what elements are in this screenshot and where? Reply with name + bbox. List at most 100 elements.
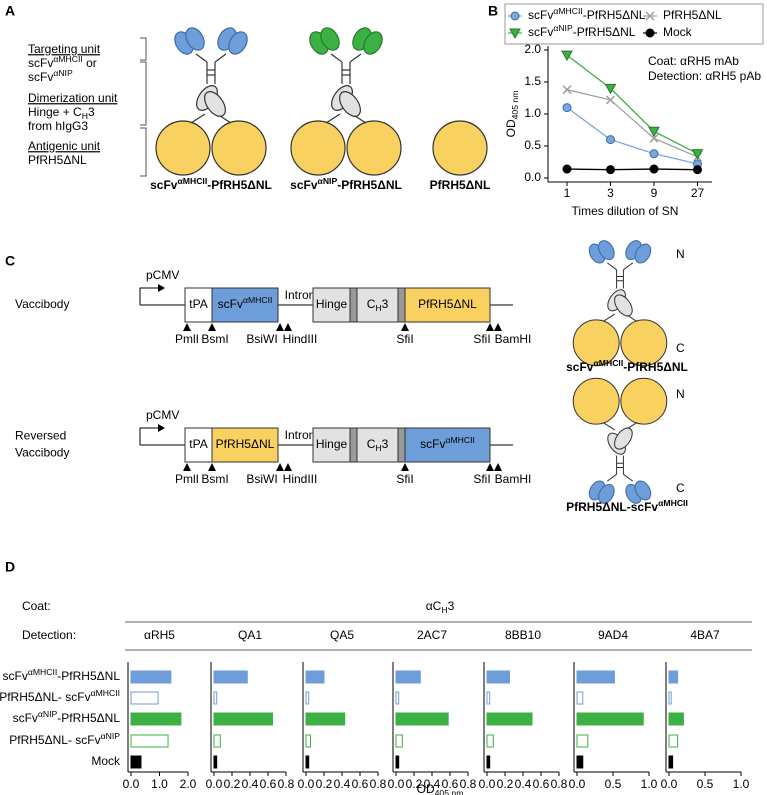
text-part: scFv [566,360,594,374]
bar [305,670,325,684]
x-tick-label: 0.4 [242,777,259,791]
bar [305,691,310,705]
antigenic-unit [572,319,620,367]
site-label: SfiI [396,332,413,346]
text-part: αNIP [553,23,573,33]
bar [130,755,142,769]
segment [356,287,399,323]
x-tick-label: 1.0 [641,777,658,791]
unit-text: scFvαNIP [28,68,73,84]
y-tick-label: 2.0 [524,42,541,56]
y-axis-label: OD405 nm [504,91,520,138]
line [602,313,616,322]
marker [561,50,573,62]
antigenic-unit [432,120,488,176]
x-tick-label: 0.8 [551,777,568,791]
text-part: 3 [448,599,455,613]
text-part: or [83,56,97,70]
panel-label: B [488,3,498,19]
detection: 9AD4 [598,628,628,642]
text-part: -PfRH5ΔNL [623,360,688,374]
x-tick-label: 0.6 [352,777,369,791]
spacer [397,427,406,463]
antigenic-unit [346,120,402,176]
text-part: -PfRH5ΔNL [57,669,120,683]
text-part: αMHCII [177,176,207,186]
site-marker [486,463,494,471]
marker [606,135,615,145]
site-marker [401,463,409,471]
text-part: OD [417,782,435,795]
segment [184,427,213,463]
site-marker [486,323,494,331]
x-tick-label: 0.6 [533,777,550,791]
hinge-domain [614,427,633,450]
bar [305,755,310,769]
line [606,473,617,482]
detection: 2AC7 [417,628,447,642]
targeting-unit [185,27,205,51]
bar [305,712,346,726]
spacer [349,287,358,323]
unit-text: PfRH5ΔNL [28,153,87,167]
x-tick-label: 0.2 [497,777,514,791]
text-part: Intron [285,288,316,302]
segment-label: CH3 [367,297,389,313]
site-label: BsiWI [246,332,277,346]
molecule [155,27,267,176]
promoter-arrow [139,427,158,445]
text-part: αMHCII [53,54,82,64]
text-part: H [375,443,381,453]
x-tick-label: 0.6 [442,777,459,791]
x-tick-label: 0.0 [479,777,496,791]
detection-label: Detection: [22,628,76,642]
text-part: -PfRH5ΔNL [337,178,402,192]
terminus: N [676,247,685,261]
marker [562,85,572,95]
bar [213,712,273,726]
text-part: Intron [285,428,316,442]
category-label: scFvαMHCII-PfRH5ΔNL [3,667,121,683]
series-line [566,89,698,158]
product-label: PfRH5ΔNL-scFvαMHCII [566,498,688,514]
text-part: Hinge [316,297,348,311]
bar [486,712,533,726]
bar [213,670,248,684]
site-marker [208,463,216,471]
text-part: PfRH5ΔNL [418,297,477,311]
text-part: PfRH5ΔNL- scFv [0,690,91,704]
site-marker [284,323,292,331]
marker [649,164,659,174]
y-tick-label: 1.0 [524,106,541,120]
text-part: from hIgG3 [28,119,88,133]
bar [486,734,494,748]
category-label: PfRH5ΔNL- scFvαNIP [9,731,120,747]
text-part: H [375,303,381,313]
category-label: Mock [91,754,121,768]
segment-label: Hinge [316,437,348,451]
site-marker [208,323,216,331]
promoter-arrow [139,287,158,305]
bar [130,691,159,705]
promoter: pCMV [146,268,179,282]
construct-name: Reversed [15,429,66,443]
targeting-unit [634,480,652,501]
text-part: αNIP [318,176,338,186]
text-part: -PfRH5ΔNL [573,25,636,39]
unit-title: Antigenic unit [28,139,101,153]
text-part: scFv [528,8,553,22]
text-part: 405 nm [510,91,520,120]
category-label: PfRH5ΔNL- scFvαMHCII [0,688,120,704]
text-part: αMHCII [28,667,57,677]
bar [395,691,400,705]
site-marker [276,323,284,331]
bar [576,670,615,684]
text-part: -PfRH5ΔNL [207,178,272,192]
bar [395,734,403,748]
bar [130,734,169,748]
construct-label: PfRH5ΔNL [430,178,491,192]
antigenic-unit [620,377,668,425]
text-part: -PfRH5ΔNL [583,8,646,22]
text-part: scFv [150,178,178,192]
